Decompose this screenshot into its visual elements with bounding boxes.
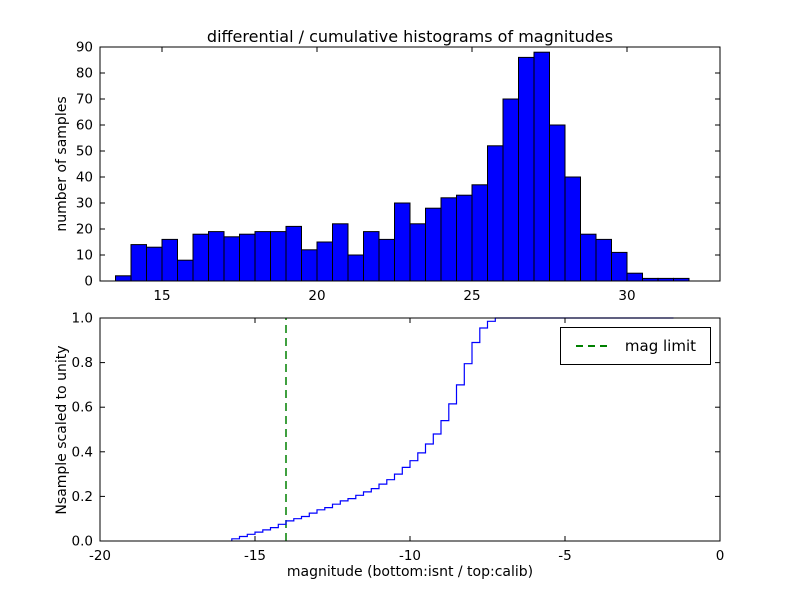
- hist-bar: [223, 236, 240, 282]
- hist-bar: [177, 259, 194, 282]
- hist-ytick-label: 40: [76, 170, 93, 186]
- hist-ytick-label: 70: [76, 92, 93, 108]
- hist-bar: [518, 56, 535, 282]
- cum-xtick-label: 0: [716, 548, 725, 564]
- cumulative-ylabel: Nsample scaled to unity: [54, 345, 70, 515]
- hist-bar: [270, 231, 287, 282]
- hist-bar: [363, 231, 380, 282]
- legend-label: mag limit: [624, 337, 696, 355]
- hist-bar: [115, 275, 132, 282]
- hist-bar: [301, 249, 318, 282]
- cum-ytick-label: 0.6: [72, 400, 93, 416]
- cum-xtick-label: -15: [244, 548, 266, 564]
- hist-ytick-label: 60: [76, 118, 93, 134]
- hist-bar: [487, 145, 504, 282]
- hist-bar: [285, 225, 302, 282]
- x-axis-label: magnitude (bottom:isnt / top:calib): [286, 564, 534, 580]
- hist-bar: [502, 98, 519, 282]
- hist-ytick-label: 20: [76, 222, 93, 238]
- hist-ytick-label: 10: [76, 248, 93, 264]
- hist-bar: [208, 231, 225, 282]
- cum-ytick-label: 0.8: [72, 355, 93, 371]
- cumulative-line: [231, 317, 674, 541]
- figure-title: differential / cumulative histograms of …: [206, 27, 614, 46]
- hist-bar: [409, 223, 426, 282]
- hist-ylabel: number of samples: [54, 96, 70, 232]
- hist-ytick-label: 30: [76, 196, 93, 212]
- hist-bar: [580, 233, 597, 282]
- hist-xtick-label: 25: [463, 288, 480, 304]
- hist-bar: [425, 207, 442, 282]
- hist-bar: [146, 246, 163, 282]
- hist-bar: [394, 202, 411, 282]
- hist-xtick-label: 15: [153, 288, 170, 304]
- hist-bar: [130, 244, 147, 282]
- hist-ytick-label: 80: [76, 66, 93, 82]
- cum-ytick-label: 1.0: [72, 311, 93, 327]
- hist-bar: [595, 238, 612, 282]
- cum-frame: [99, 317, 721, 542]
- hist-xtick-label: 30: [618, 288, 635, 304]
- cum-xtick-label: -20: [89, 548, 111, 564]
- hist-bar: [533, 51, 550, 282]
- hist-bar: [611, 251, 628, 282]
- hist-frame: [99, 46, 721, 282]
- hist-bar: [456, 194, 473, 282]
- hist-bar: [239, 233, 256, 282]
- hist-bar: [626, 272, 643, 282]
- hist-bar: [254, 231, 271, 282]
- hist-xtick-label: 20: [308, 288, 325, 304]
- hist-bar: [549, 124, 566, 282]
- hist-bar: [316, 241, 333, 282]
- hist-ytick-label: 0: [84, 274, 93, 290]
- cum-ytick-label: 0.0: [72, 534, 93, 550]
- cum-xtick-label: -5: [558, 548, 571, 564]
- hist-bar: [471, 184, 488, 282]
- cum-xtick-label: -10: [399, 548, 421, 564]
- hist-bar: [192, 233, 209, 282]
- cum-ytick-label: 0.2: [72, 489, 93, 505]
- hist-ytick-label: 50: [76, 144, 93, 160]
- hist-bar: [161, 238, 178, 282]
- legend-dash-icon: [575, 345, 612, 347]
- hist-bar: [440, 197, 457, 282]
- hist-bar: [332, 223, 349, 282]
- hist-bar: [378, 238, 395, 282]
- hist-bar: [564, 176, 581, 282]
- hist-ytick-label: 90: [76, 40, 93, 56]
- hist-bar: [347, 254, 364, 282]
- cum-ytick-label: 0.4: [72, 444, 93, 460]
- legend: mag limit: [559, 327, 711, 365]
